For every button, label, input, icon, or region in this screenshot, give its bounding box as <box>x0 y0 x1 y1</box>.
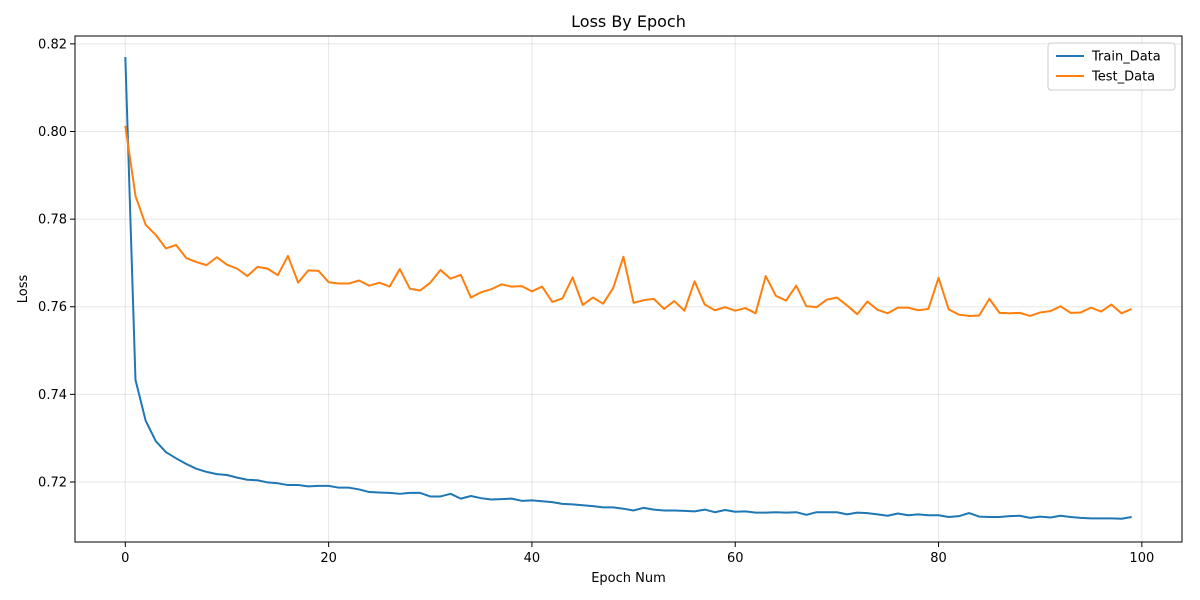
legend-box <box>1047 42 1176 91</box>
y-axis-label: Loss <box>16 275 31 304</box>
y-tick-label: 0.72 <box>38 475 67 490</box>
legend: Train_Data Test_Data <box>1047 42 1176 91</box>
x-tick-label: 100 <box>1129 551 1154 566</box>
series-lines <box>124 56 1133 520</box>
x-tick-label: 60 <box>727 551 744 566</box>
x-tick-label: 80 <box>930 551 947 566</box>
y-tick-label: 0.78 <box>38 213 67 228</box>
x-tick-label: 40 <box>524 551 541 566</box>
x-axis-label: Epoch Num <box>591 571 666 586</box>
series-line-test-data <box>124 125 1133 317</box>
y-tick-label: 0.80 <box>38 125 67 140</box>
legend-label-test-data: Test_Data <box>1091 70 1155 85</box>
plot-frame <box>74 35 1183 543</box>
y-tick-label: 0.74 <box>38 388 67 403</box>
y-axis-ticks: 0.72 0.74 0.76 0.78 0.80 0.82 <box>38 37 75 490</box>
grid-lines <box>75 36 1182 542</box>
chart-title: Loss By Epoch <box>571 12 686 31</box>
series-line-train-data <box>124 56 1132 520</box>
legend-label-train-data: Train_Data <box>1091 50 1161 65</box>
x-tick-label: 0 <box>121 551 129 566</box>
x-axis-ticks: 0 20 40 60 80 100 <box>121 542 1154 566</box>
x-tick-label: 20 <box>320 551 337 566</box>
y-tick-label: 0.76 <box>38 300 67 315</box>
y-tick-label: 0.82 <box>38 37 67 52</box>
